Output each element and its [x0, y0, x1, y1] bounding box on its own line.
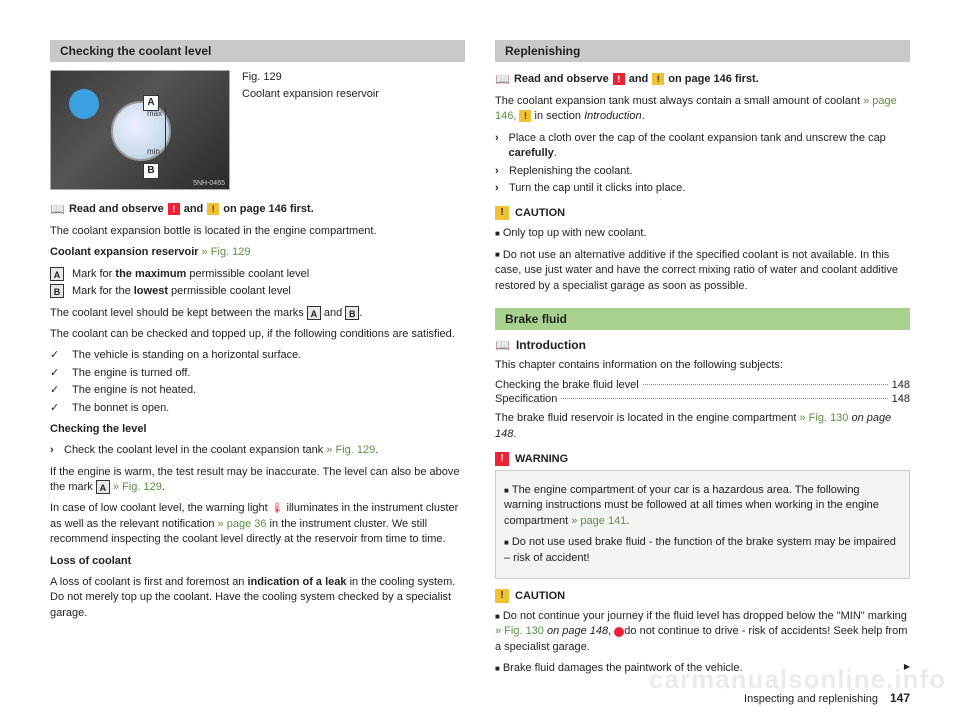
- book-icon: [495, 72, 510, 86]
- warning-label: ! WARNING: [495, 452, 910, 466]
- intro-text: The coolant expansion bottle is located …: [50, 224, 465, 239]
- read-observe-suffix: on page 146 first.: [223, 203, 313, 215]
- reservoir-cap: [69, 89, 99, 119]
- replenish-intro: The coolant expansion tank must always c…: [495, 94, 910, 125]
- figure-min-label: min: [147, 147, 160, 156]
- caution-item-1: ■Only top up with new coolant.: [495, 226, 910, 241]
- right-column: Replenishing Read and observe ! and ! on…: [495, 40, 910, 705]
- cond-4: ✓The bonnet is open.: [50, 401, 465, 416]
- reservoir-title: Coolant expansion reservoir: [50, 246, 199, 258]
- page-footer: Inspecting and replenishing 147: [495, 691, 910, 705]
- footer-page-number: 147: [890, 691, 910, 705]
- toc-row-2: Specification148: [495, 393, 910, 405]
- section-header-coolant: Checking the coolant level: [50, 40, 465, 62]
- caution-label-2: ! CAUTION: [495, 589, 910, 603]
- figure-caption-text: Coolant expansion reservoir: [242, 87, 379, 102]
- reservoir-heading: Coolant expansion reservoir » Fig. 129: [50, 245, 465, 260]
- step-2: ›Replenishing the coolant.: [495, 164, 910, 179]
- low-level-note: In case of low coolant level, the warnin…: [50, 501, 465, 547]
- intro-subheader: Introduction: [495, 338, 910, 352]
- check-bullet: › Check the coolant level in the coolant…: [50, 443, 465, 458]
- checking-level-title: Checking the level: [50, 422, 465, 437]
- cond-2: ✓The engine is turned off.: [50, 366, 465, 381]
- warning-icon-yellow: !: [519, 110, 531, 122]
- caution-icon: !: [495, 206, 509, 220]
- figure-max-label: max: [147, 109, 162, 118]
- read-observe-mid: and: [184, 203, 204, 215]
- letter-a-box: A: [50, 267, 64, 281]
- book-icon: [50, 202, 65, 216]
- reservoir-link: » Fig. 129: [199, 246, 251, 258]
- check-conditions-intro: The coolant can be checked and topped up…: [50, 327, 465, 342]
- step-1: ›Place a cloth over the cap of the coola…: [495, 131, 910, 162]
- loss-title: Loss of coolant: [50, 554, 465, 569]
- warning-icon: !: [495, 452, 509, 466]
- cond-3: ✓The engine is not heated.: [50, 383, 465, 398]
- warm-note: If the engine is warm, the test result m…: [50, 465, 465, 496]
- stop-icon: [614, 627, 624, 637]
- caution-item-2: ■Do not use an alternative additive if t…: [495, 248, 910, 294]
- section-header-brake: Brake fluid: [495, 308, 910, 330]
- figure-number: Fig. 129: [242, 70, 379, 85]
- read-and-observe: Read and observe ! and ! on page 146 fir…: [50, 202, 465, 216]
- warning-icon-yellow: !: [207, 203, 219, 215]
- step-3: ›Turn the cap until it clicks into place…: [495, 181, 910, 196]
- read-observe-prefix: Read and observe: [69, 203, 164, 215]
- figure-row: A B max min 5NH-0465 Fig. 129 Coolant ex…: [50, 70, 465, 190]
- warning-box: ■The engine compartment of your car is a…: [495, 470, 910, 579]
- mark-b-text: Mark for the lowest permissible coolant …: [72, 284, 291, 299]
- brake-location: The brake fluid reservoir is located in …: [495, 411, 910, 442]
- mark-a-text: Mark for the maximum permissible coolant…: [72, 267, 309, 282]
- figure-code: 5NH-0465: [193, 180, 225, 187]
- footer-section: Inspecting and replenishing: [744, 693, 878, 705]
- figure-arrow: [165, 107, 166, 159]
- warning-icon-yellow: !: [652, 73, 664, 85]
- cond-1: ✓The vehicle is standing on a horizontal…: [50, 348, 465, 363]
- figure-label-b: B: [143, 163, 159, 179]
- caution2-item-1: ■Do not continue your journey if the flu…: [495, 609, 910, 655]
- letter-b-box: B: [50, 284, 64, 298]
- toc-row-1: Checking the brake fluid level148: [495, 379, 910, 391]
- level-between: The coolant level should be kept between…: [50, 306, 465, 321]
- mark-b-row: B Mark for the lowest permissible coolan…: [50, 284, 465, 299]
- section-header-replenishing: Replenishing: [495, 40, 910, 62]
- warning-item-1: ■The engine compartment of your car is a…: [504, 483, 901, 529]
- caution2-item-2: ■Brake fluid damages the paintwork of th…: [495, 661, 910, 676]
- figure-caption: Fig. 129 Coolant expansion reservoir: [242, 70, 379, 190]
- caution-label: ! CAUTION: [495, 206, 910, 220]
- continue-icon: ▶: [904, 661, 910, 672]
- read-and-observe-right: Read and observe ! and ! on page 146 fir…: [495, 72, 910, 86]
- page: Checking the coolant level A B max min 5…: [0, 0, 960, 725]
- book-icon: [495, 338, 510, 352]
- warning-icon-red: !: [613, 73, 625, 85]
- mark-a-row: A Mark for the maximum permissible coola…: [50, 267, 465, 282]
- figure-image: A B max min 5NH-0465: [50, 70, 230, 190]
- caution-icon: !: [495, 589, 509, 603]
- brake-intro-line: This chapter contains information on the…: [495, 358, 910, 373]
- loss-text: A loss of coolant is first and foremost …: [50, 575, 465, 621]
- coolant-warning-icon: 🌡: [271, 503, 284, 514]
- warning-icon-red: !: [168, 203, 180, 215]
- left-column: Checking the coolant level A B max min 5…: [50, 40, 465, 705]
- warning-item-2: ■Do not use used brake fluid - the funct…: [504, 535, 901, 566]
